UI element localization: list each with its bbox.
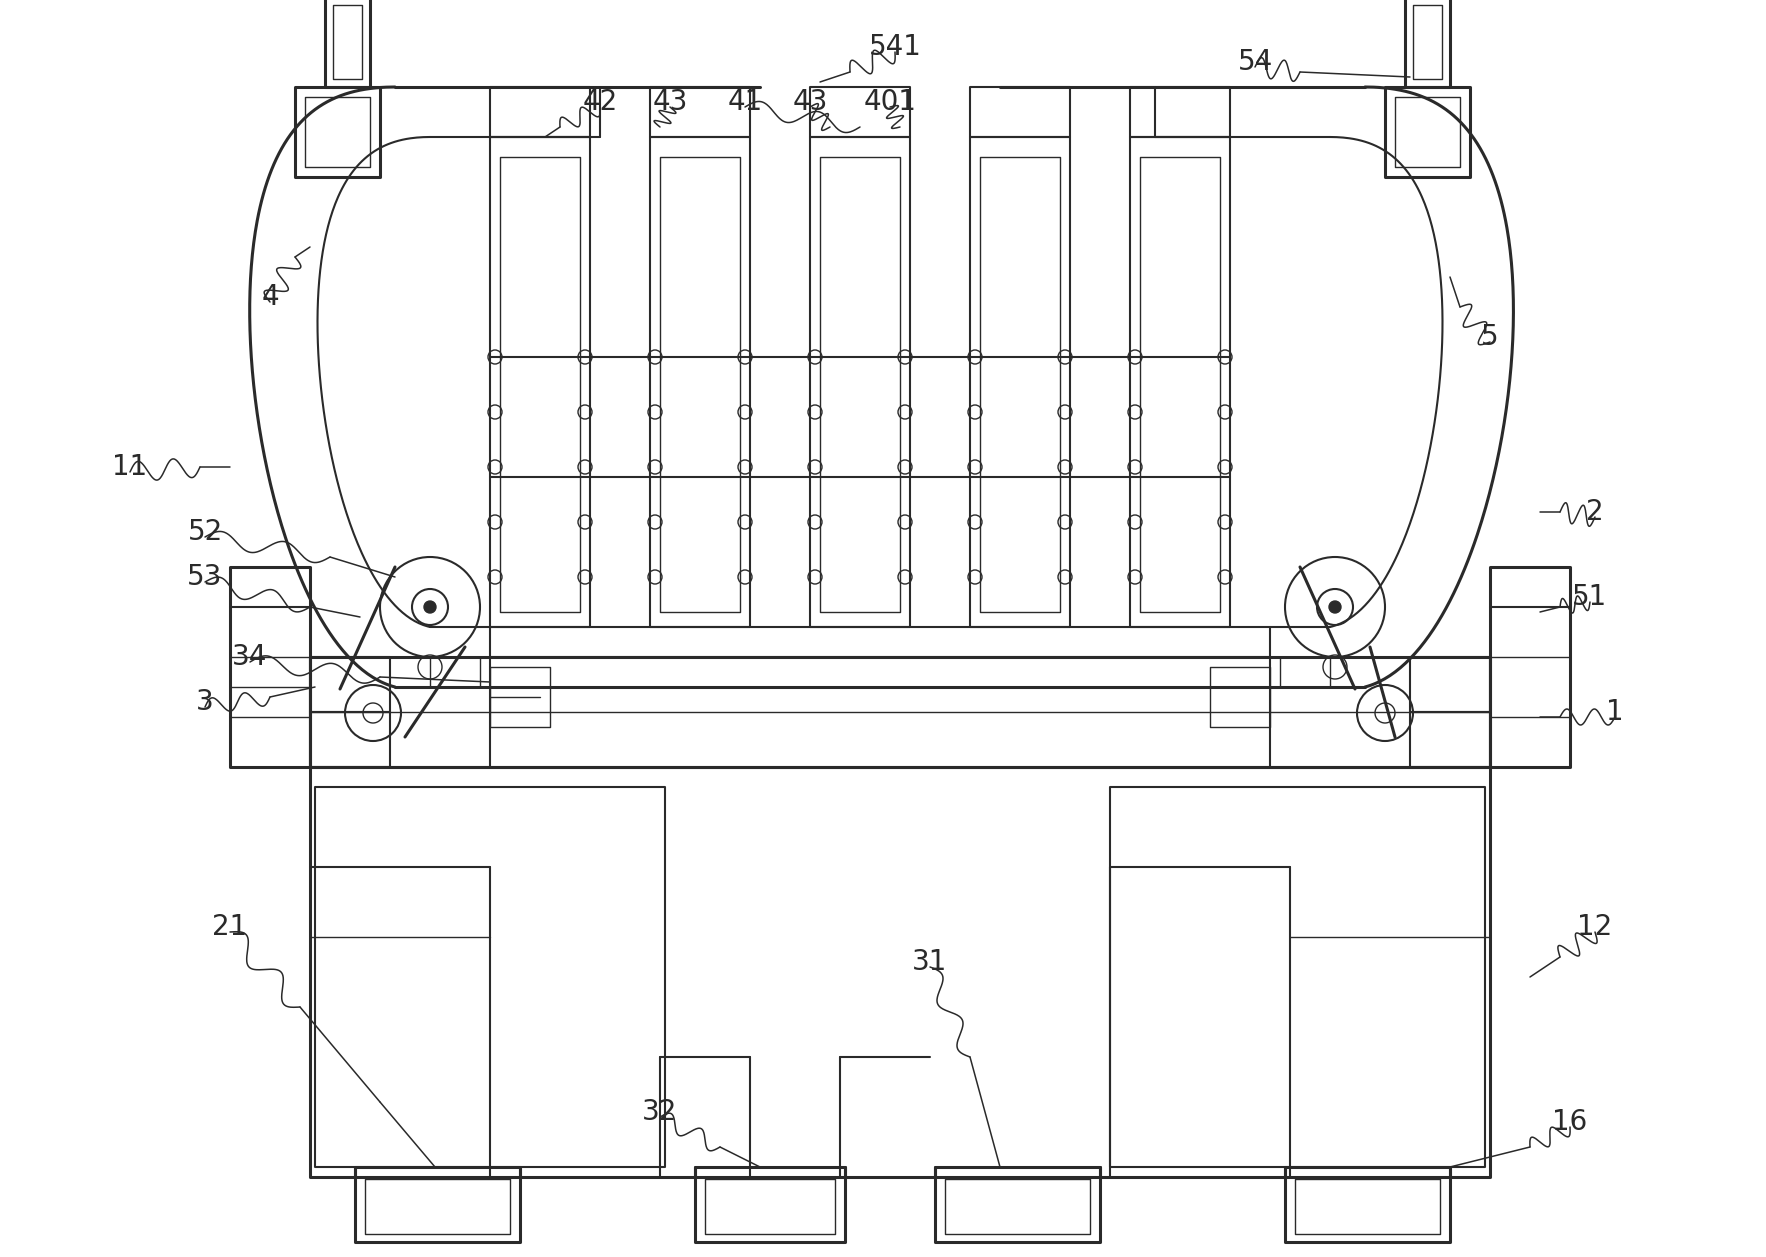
Text: 21: 21 (212, 913, 247, 941)
Bar (1395, 97, 1460, 167)
Bar (1409, 711, 1491, 767)
Bar (980, 157, 1060, 612)
Text: 541: 541 (869, 33, 922, 62)
Bar (1111, 787, 1485, 1166)
Bar (230, 567, 311, 767)
Text: 2: 2 (1586, 498, 1604, 525)
Bar (366, 1179, 510, 1234)
Text: 53: 53 (187, 563, 223, 591)
Bar (1406, 0, 1450, 87)
Bar (314, 787, 666, 1166)
Bar (311, 767, 1491, 1177)
Text: 401: 401 (864, 88, 917, 116)
Text: 54: 54 (1238, 48, 1273, 75)
Bar (696, 1166, 844, 1242)
Bar (970, 137, 1070, 627)
Text: 41: 41 (728, 88, 763, 116)
Bar (295, 87, 380, 177)
Bar (811, 87, 909, 137)
Text: 16: 16 (1552, 1107, 1588, 1136)
Bar (311, 657, 1491, 767)
Bar (819, 157, 901, 612)
Bar (1491, 567, 1570, 767)
Text: 52: 52 (187, 518, 223, 546)
Bar (970, 87, 1070, 137)
Text: 42: 42 (583, 88, 618, 116)
Bar (489, 137, 590, 627)
Text: 5: 5 (1482, 323, 1499, 351)
Text: 34: 34 (233, 644, 268, 671)
Text: 11: 11 (113, 453, 148, 481)
Bar (1280, 657, 1330, 688)
Bar (355, 1166, 519, 1242)
Bar (489, 87, 590, 137)
Bar (934, 1166, 1100, 1242)
Text: 51: 51 (1572, 583, 1607, 611)
Bar (705, 1179, 835, 1234)
Bar (660, 157, 740, 612)
Bar (325, 0, 371, 87)
Text: 43: 43 (652, 88, 687, 116)
Text: 3: 3 (196, 688, 214, 716)
Bar (1210, 667, 1270, 727)
Text: 31: 31 (913, 948, 948, 975)
Bar (945, 1179, 1090, 1234)
Bar (334, 5, 362, 79)
Text: 12: 12 (1577, 913, 1612, 941)
Bar (429, 657, 480, 688)
Bar (650, 87, 751, 137)
Bar (500, 157, 579, 612)
Bar (1409, 657, 1491, 711)
Bar (650, 137, 751, 627)
Bar (1294, 1179, 1439, 1234)
Text: 32: 32 (643, 1099, 678, 1126)
Text: 43: 43 (793, 88, 828, 116)
Bar (1130, 137, 1229, 627)
Circle shape (424, 601, 436, 613)
Bar (1130, 87, 1229, 137)
Bar (1385, 87, 1469, 177)
Text: 1: 1 (1607, 698, 1623, 727)
Circle shape (1330, 601, 1340, 613)
Bar (311, 657, 390, 711)
Text: 4: 4 (261, 283, 279, 310)
Bar (311, 711, 390, 767)
Bar (811, 137, 909, 627)
Bar (306, 97, 371, 167)
Bar (1413, 5, 1443, 79)
Bar (1141, 157, 1220, 612)
Bar (1286, 1166, 1450, 1242)
Bar (489, 667, 549, 727)
